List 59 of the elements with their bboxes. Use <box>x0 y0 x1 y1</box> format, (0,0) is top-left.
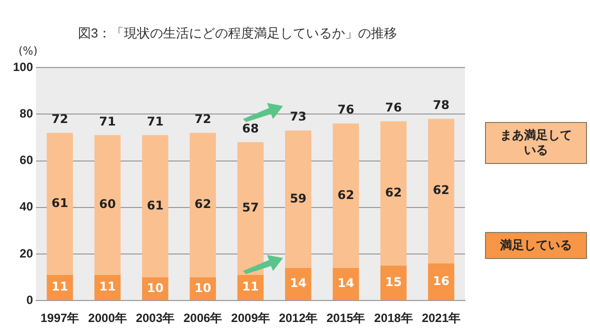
data-label: 11 <box>242 280 259 294</box>
data-label: 62 <box>194 197 212 212</box>
y-tick-label: 80 <box>20 106 34 121</box>
total-label: 78 <box>432 98 450 112</box>
bar <box>428 263 454 300</box>
data-label: 10 <box>194 280 212 295</box>
text: まあ満足している <box>485 122 587 164</box>
bar <box>46 274 73 300</box>
bar <box>190 132 216 278</box>
data-label: 62 <box>337 188 354 202</box>
data-label: 15 <box>385 275 402 289</box>
total-label: 68 <box>242 121 259 136</box>
data-label: 16 <box>432 274 450 288</box>
y-axis-title: (%) <box>18 44 38 58</box>
bar <box>94 135 121 275</box>
x-tick-label: 2021年 <box>422 311 461 326</box>
bar <box>332 124 359 268</box>
bar <box>142 135 168 278</box>
y-tick-label: 40 <box>20 200 34 214</box>
x-tick-label: 2009年 <box>231 311 270 326</box>
bar <box>380 266 407 300</box>
data-label: 57 <box>242 200 259 215</box>
total-label: 73 <box>290 110 307 124</box>
total-label: 76 <box>337 102 354 117</box>
y-tick-label: 60 <box>20 153 34 168</box>
data-label: 62 <box>432 183 450 198</box>
data-label: 11 <box>99 280 116 294</box>
bar <box>428 118 454 264</box>
x-tick-label: 2003年 <box>136 311 175 326</box>
data-label: 59 <box>290 191 307 206</box>
text: 満足している <box>485 232 587 259</box>
total-label: 72 <box>52 112 68 126</box>
x-tick-label: 2015年 <box>326 311 366 326</box>
data-label: 11 <box>52 280 68 294</box>
bar <box>46 132 73 275</box>
data-label: 60 <box>99 197 116 212</box>
bar <box>380 121 407 266</box>
bar <box>332 268 359 300</box>
total-label: 72 <box>194 112 212 126</box>
y-tick-label: 0 <box>26 292 34 307</box>
data-label: 14 <box>290 276 307 290</box>
x-tick-label: 2000年 <box>88 311 127 326</box>
y-tick-label: 20 <box>20 246 34 260</box>
data-label: 61 <box>52 196 68 210</box>
chart-title: 図3：「現状の生活にどの程度満足しているか」の推移 <box>78 25 398 40</box>
x-tick-label: 2006年 <box>183 311 222 326</box>
data-label: 62 <box>385 186 402 200</box>
y-tick-label: 100 <box>12 60 34 74</box>
bar <box>285 130 312 268</box>
total-label: 71 <box>99 114 116 128</box>
total-label: 76 <box>385 100 402 114</box>
data-label: 61 <box>146 198 164 212</box>
x-tick-label: 2018年 <box>374 311 413 326</box>
data-label: 14 <box>337 276 354 290</box>
x-tick-label: 2012年 <box>278 311 318 326</box>
total-label: 71 <box>146 114 164 128</box>
x-tick-label: 1997年 <box>40 311 80 326</box>
bar <box>285 268 312 300</box>
data-label: 10 <box>146 280 164 295</box>
